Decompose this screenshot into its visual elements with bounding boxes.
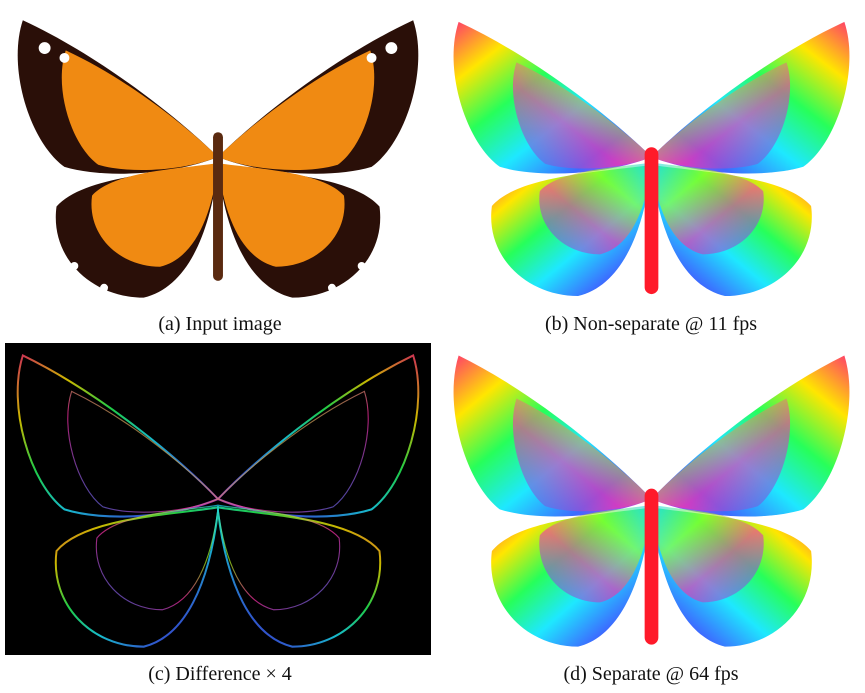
caption: (d) Separate @ 64 fps xyxy=(436,663,865,686)
flow-image xyxy=(441,343,862,655)
difference-image xyxy=(5,343,431,655)
input-image xyxy=(5,8,431,306)
caption: (c) Difference × 4 xyxy=(5,663,435,686)
caption: (b) Non-separate @ 11 fps xyxy=(436,313,865,336)
page: (a) Input image (b) Non-separate @ 11 fp… xyxy=(0,0,865,693)
caption: (a) Input image xyxy=(5,313,435,336)
flow-image xyxy=(441,8,862,306)
